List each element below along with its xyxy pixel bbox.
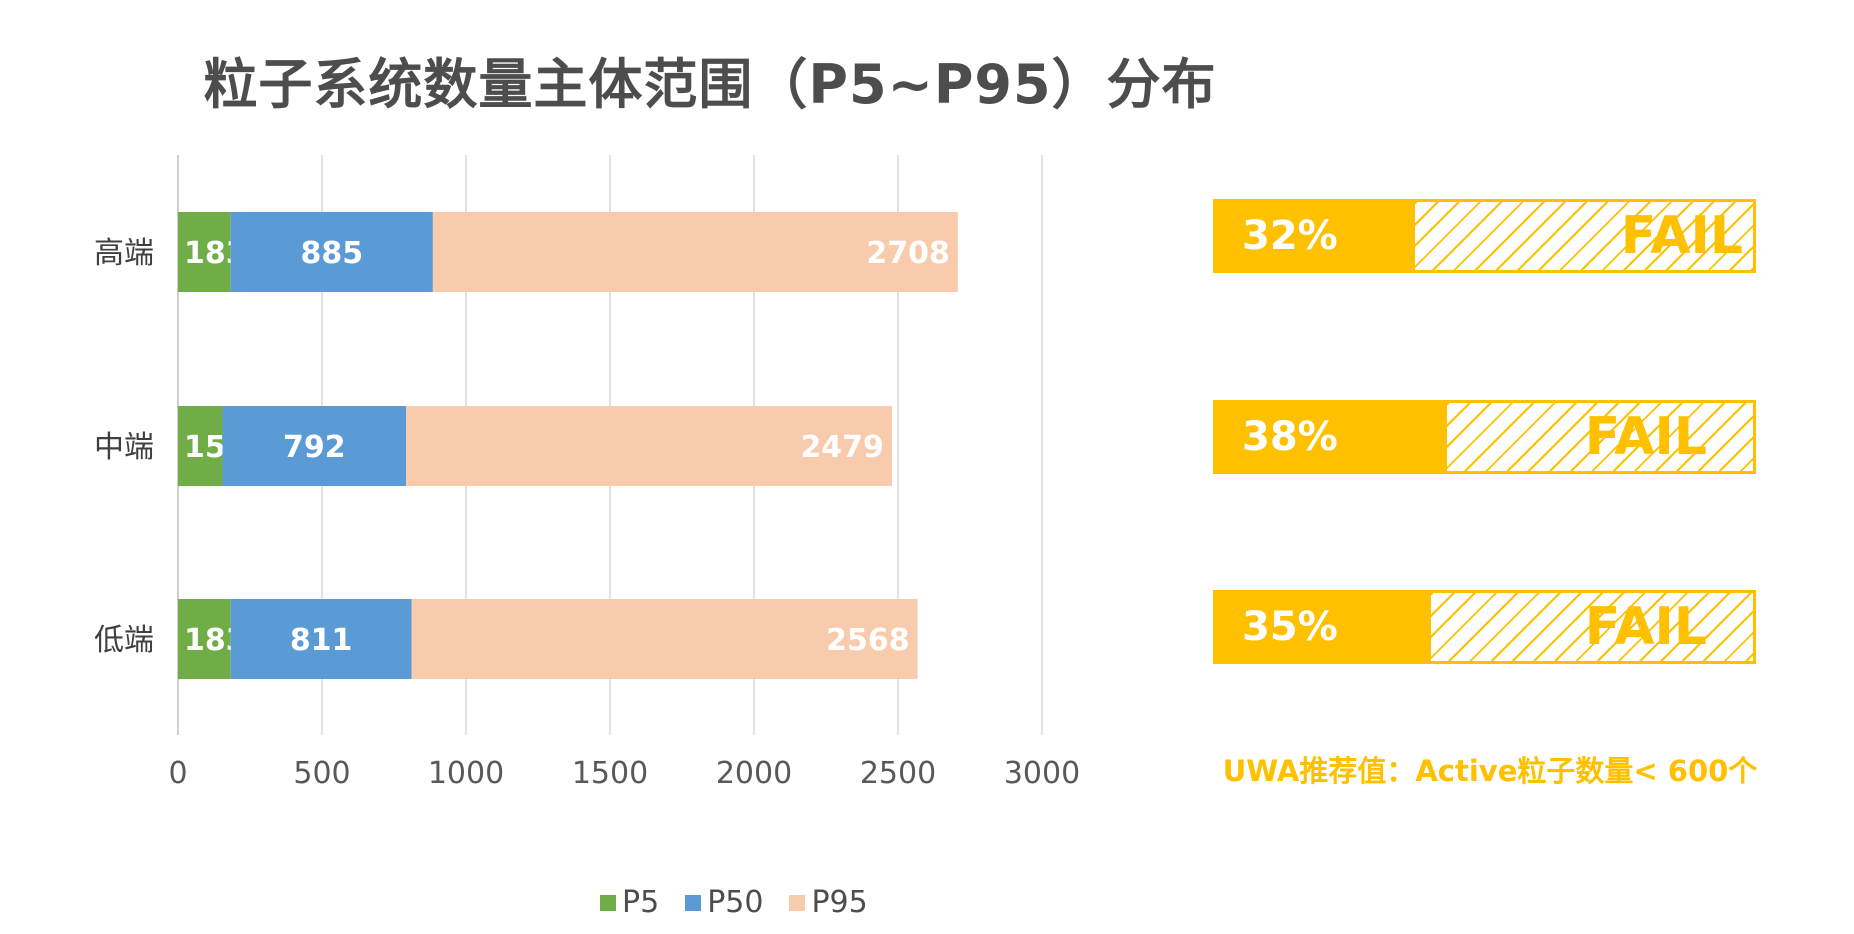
fail-status: FAIL — [1584, 597, 1707, 657]
bar-p5 — [178, 406, 223, 486]
bar-p95 — [432, 212, 958, 292]
chart-title: 粒子系统数量主体范围（P5~P95）分布 — [203, 53, 1217, 116]
fail-percent: 32% — [1242, 213, 1338, 259]
category-label: 中端 — [94, 430, 154, 465]
fail-status: FAIL — [1620, 206, 1743, 266]
fail-status: FAIL — [1584, 407, 1707, 467]
bar-p50 — [230, 599, 412, 679]
data-label: 792 — [283, 430, 346, 465]
data-label: 2568 — [826, 623, 910, 658]
legend-item-p50: P50 — [685, 885, 763, 920]
legend-swatch-p50 — [685, 894, 702, 911]
bar-p50 — [222, 406, 407, 486]
bar-p5 — [178, 599, 231, 679]
legend-label-p95: P95 — [811, 885, 868, 920]
fail-bar-high: 32% FAIL — [1213, 199, 1756, 273]
x-tick-label: 2000 — [716, 756, 792, 791]
data-label: 2708 — [866, 236, 950, 271]
category-label: 低端 — [94, 623, 154, 658]
legend-swatch-p5 — [600, 894, 616, 911]
x-tick-label: 1000 — [428, 756, 504, 791]
data-label: 811 — [290, 623, 353, 658]
fail-hatch — [1447, 403, 1753, 471]
fail-percent: 38% — [1242, 414, 1338, 460]
legend-label-p5: P5 — [622, 885, 660, 920]
bar-p50 — [230, 212, 433, 292]
x-tick-label: 2500 — [860, 756, 936, 791]
data-label: 2479 — [800, 430, 884, 465]
x-tick-label: 1500 — [572, 756, 648, 791]
bar-p95 — [406, 406, 892, 486]
bar-p95 — [411, 599, 918, 679]
chart-legend: P5 P50 P95 — [600, 885, 894, 920]
fail-fill — [1216, 403, 1447, 471]
fail-bar-mid: 38% FAIL — [1213, 400, 1756, 474]
x-tick-label: 500 — [293, 756, 350, 791]
fail-hatch — [1431, 593, 1753, 661]
fail-fill — [1216, 202, 1415, 270]
recommendation-note: UWA推荐值：Active粒子数量< 600个 — [1222, 754, 1758, 788]
bar-chart: 050010001500200025003000高端1838852708中端15… — [94, 155, 1080, 791]
fail-fill — [1216, 593, 1431, 661]
legend-swatch-p95 — [789, 894, 806, 911]
legend-item-p95: P95 — [789, 885, 868, 920]
legend-item-p5: P5 — [600, 885, 659, 920]
data-label: 885 — [300, 236, 363, 271]
x-tick-label: 0 — [168, 756, 187, 791]
legend-label-p50: P50 — [707, 885, 764, 920]
fail-hatch — [1415, 202, 1753, 270]
bar-p5 — [178, 212, 231, 292]
fail-bar-low: 35% FAIL — [1213, 590, 1756, 664]
fail-percent: 35% — [1242, 604, 1338, 650]
x-tick-label: 3000 — [1004, 756, 1080, 791]
category-label: 高端 — [94, 236, 154, 271]
